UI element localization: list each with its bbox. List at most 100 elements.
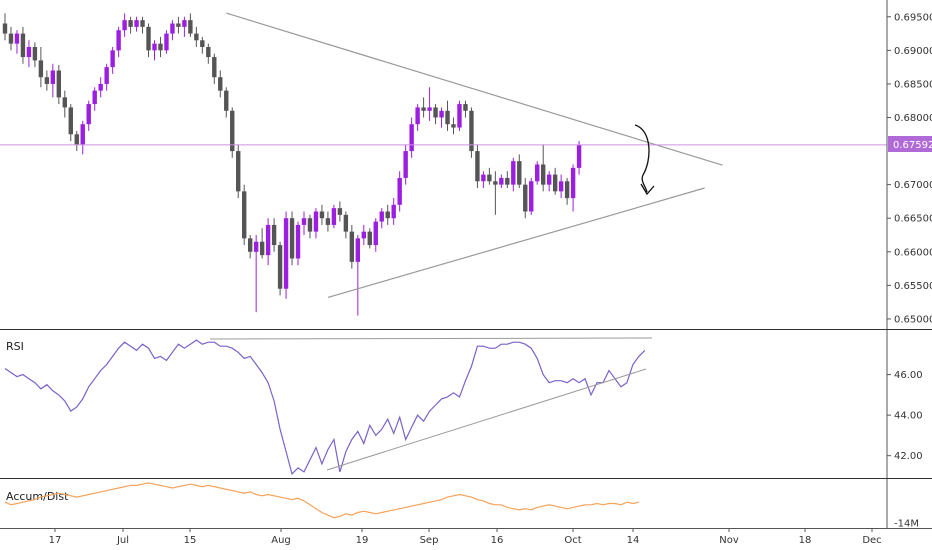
candle (385, 204, 390, 225)
candle (529, 177, 534, 215)
candle-body (463, 104, 468, 111)
candle-body (218, 77, 223, 91)
candle-body (558, 181, 564, 192)
candle (218, 70, 223, 98)
candle (367, 228, 372, 249)
candle-body (313, 211, 319, 232)
candle-body (271, 224, 277, 246)
candle (8, 26, 14, 51)
candle-body (20, 33, 26, 58)
candle (236, 144, 241, 199)
candle (62, 90, 67, 118)
rsi-tick-label: 42.00 (894, 451, 923, 462)
candle (146, 23, 151, 58)
candle-body (307, 218, 313, 232)
candle (349, 224, 355, 269)
candle (439, 107, 444, 128)
candle (68, 104, 73, 141)
candle-body (158, 43, 163, 51)
candle-body (487, 174, 492, 182)
time-tick-label: Aug (271, 535, 291, 546)
candle-body (451, 124, 456, 128)
candle-body (50, 70, 56, 84)
candle (546, 171, 552, 192)
candle (397, 171, 402, 212)
candle (56, 65, 62, 105)
candle (140, 16, 145, 34)
candle-body (433, 107, 438, 118)
rsi-label: RSI (6, 340, 24, 353)
accum-tick-label: -14M (894, 518, 919, 529)
candle-body (505, 177, 510, 185)
rsi-tick-label: 46.00 (894, 370, 923, 381)
candle (570, 164, 576, 212)
candle (200, 36, 205, 54)
candle (331, 204, 337, 229)
candle-body (188, 20, 193, 34)
time-tick-label: 16 (491, 535, 504, 546)
candle-body (535, 164, 540, 182)
candle-body (32, 47, 38, 61)
candle-body (116, 30, 121, 51)
candle (92, 87, 97, 111)
candle-body (242, 191, 247, 239)
candle (283, 211, 289, 299)
candle (511, 157, 516, 192)
candle (307, 214, 313, 239)
candle (182, 16, 187, 37)
candle-body (295, 224, 301, 259)
price-trendline (226, 12, 723, 166)
candle (2, 13, 8, 41)
rsi-line (4, 339, 646, 476)
candle (481, 171, 486, 188)
candle (487, 167, 492, 185)
time-tick-label: Nov (719, 535, 739, 546)
candle-body (475, 151, 480, 182)
candle-body (2, 23, 8, 34)
candle (164, 30, 169, 54)
forecast-arrow (634, 124, 655, 196)
accum-label: Accum/Dist (6, 490, 69, 503)
candle-body (194, 33, 199, 41)
time-tick-label: 18 (799, 535, 812, 546)
candle-body (134, 20, 139, 27)
candle-body (140, 20, 145, 27)
candle-body (247, 238, 253, 252)
candle-body (110, 50, 115, 68)
candle (265, 218, 271, 266)
candle (319, 204, 325, 225)
rsi-axis-ticks: 46.00 44.00 42.00 (887, 370, 923, 462)
candle (188, 13, 193, 37)
candle-body (355, 238, 361, 262)
candle (170, 20, 175, 41)
rsi-trendline-bottom (326, 368, 647, 471)
candle-body (439, 110, 444, 118)
price-panel (0, 12, 887, 316)
candle (50, 63, 56, 98)
candle-body (409, 124, 414, 152)
price-tick-label: 0.66500 (894, 214, 932, 225)
candle-body (331, 208, 337, 225)
price-tick-label: 0.65500 (894, 281, 932, 292)
candle (271, 218, 277, 252)
candle (427, 87, 432, 121)
candle (403, 144, 408, 185)
price-tick-label: 0.66000 (894, 247, 932, 258)
candle-body (62, 97, 67, 108)
candle-body (564, 181, 570, 199)
candle-body (349, 231, 355, 262)
candle (391, 198, 396, 225)
candle (253, 235, 259, 313)
candle-body (397, 177, 402, 205)
price-tick-label: 0.68000 (894, 113, 932, 124)
candle (247, 235, 253, 259)
candle-body (86, 104, 91, 125)
candle-body (481, 174, 486, 182)
time-tick-label: 15 (184, 535, 197, 546)
candle (134, 16, 139, 32)
candle-body (523, 184, 528, 212)
candle-body (146, 26, 151, 51)
candle (433, 104, 438, 125)
time-tick-label: 17 (49, 535, 62, 546)
